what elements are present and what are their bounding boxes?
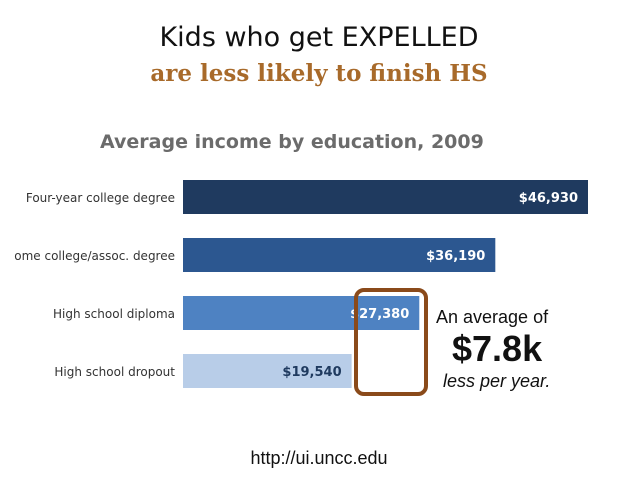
bar [183, 238, 496, 272]
category-label: High school dropout [54, 365, 175, 379]
headline-line-2: are less likely to finish HS [150, 60, 488, 87]
bar-value-label: $27,380 [350, 307, 409, 322]
income-bar-chart: Average income by education, 2009 Four-y… [14, 131, 588, 396]
bar [183, 354, 352, 388]
headline-line-1: Kids who get EXPELLED [159, 22, 479, 53]
category-label: Four-year college degree [26, 191, 175, 205]
highlight-box [354, 288, 428, 396]
bar-value-label: $19,540 [282, 365, 341, 380]
bar [183, 296, 420, 330]
bar-value-label: $36,190 [426, 249, 485, 264]
category-label: High school diploma [53, 307, 175, 321]
bar-value-label: $46,930 [519, 191, 578, 206]
callout-amount: $7.8k [452, 328, 543, 369]
chart-title: Average income by education, 2009 [100, 131, 484, 153]
source-url: http://ui.uncc.edu [250, 448, 388, 468]
callout-outro: less per year. [443, 371, 551, 391]
callout-intro: An average of [436, 307, 549, 327]
bar [183, 180, 588, 214]
category-label: ome college/assoc. degree [14, 249, 175, 263]
